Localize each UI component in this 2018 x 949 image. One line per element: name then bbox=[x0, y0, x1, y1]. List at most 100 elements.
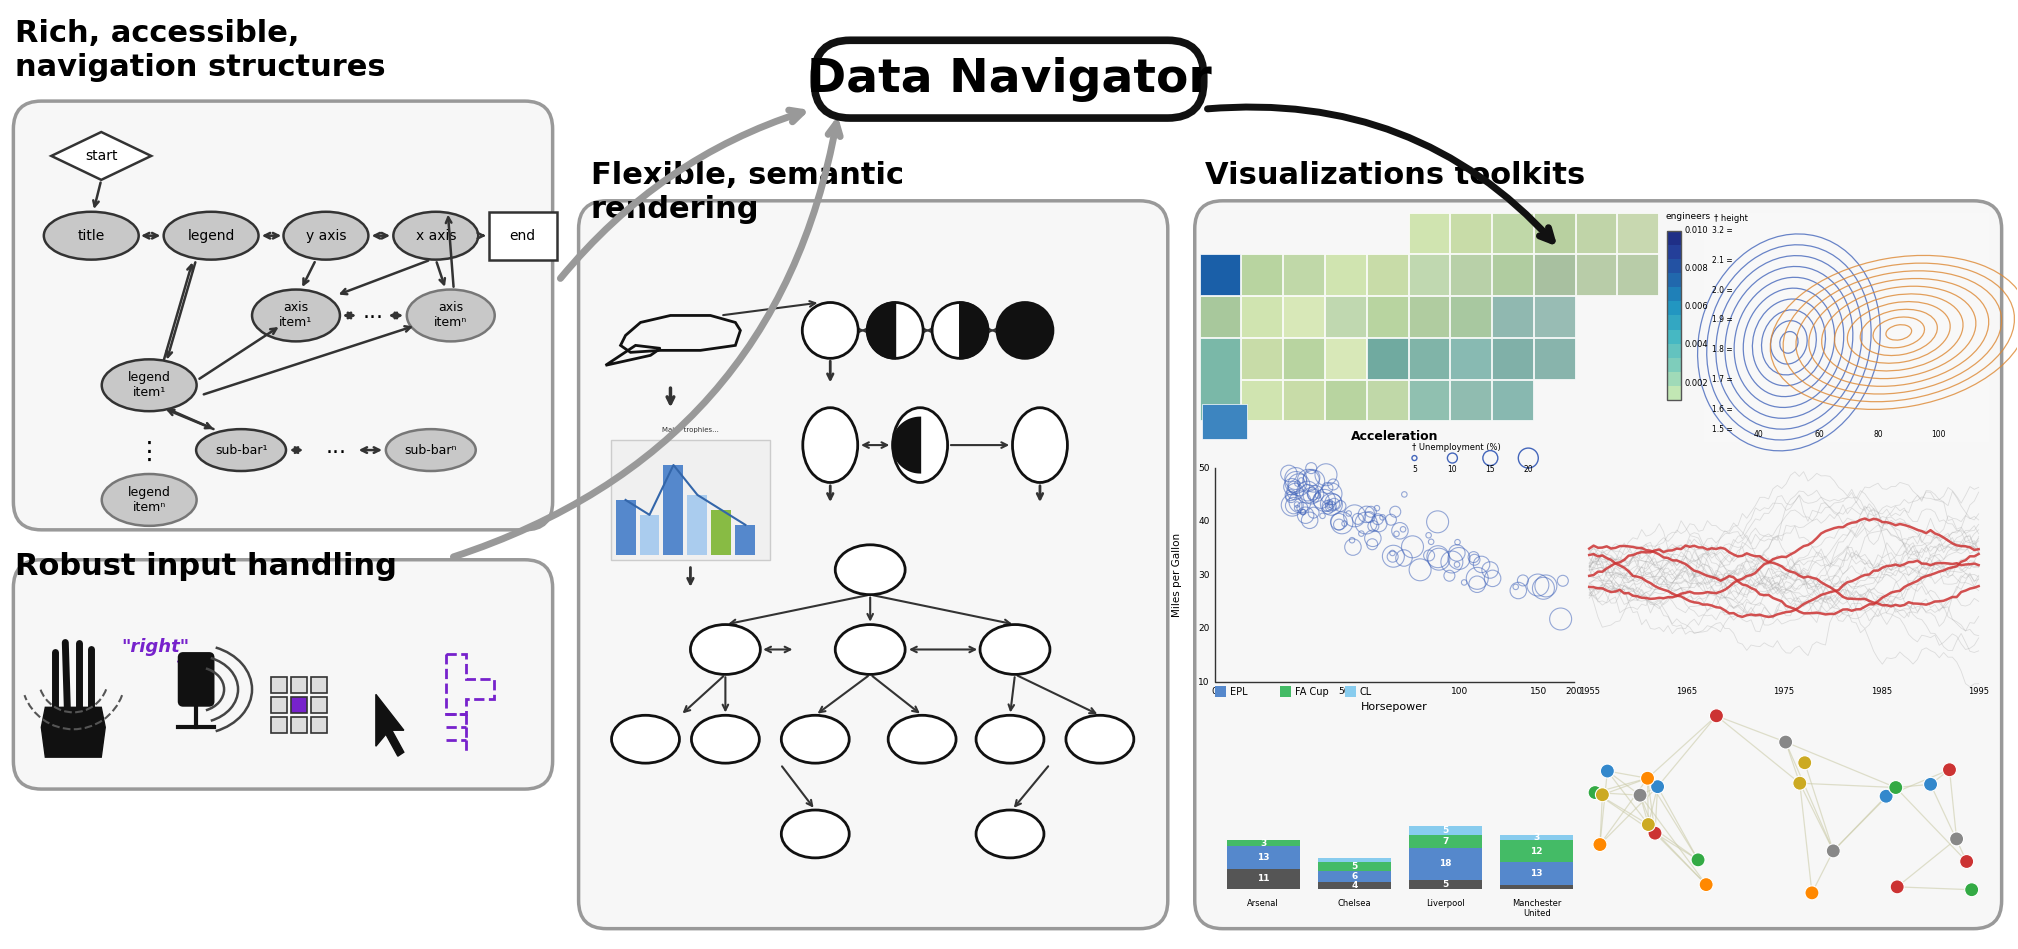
Bar bbox=[1667, 302, 1681, 315]
Text: 200: 200 bbox=[1566, 687, 1582, 697]
Text: 5: 5 bbox=[1443, 826, 1449, 835]
Text: Chelsea: Chelsea bbox=[1338, 899, 1370, 908]
Bar bbox=[664, 465, 684, 555]
Bar bbox=[270, 698, 287, 714]
Text: 2.1 =: 2.1 = bbox=[1711, 255, 1733, 265]
Text: 1965: 1965 bbox=[1677, 687, 1697, 697]
Ellipse shape bbox=[252, 289, 339, 342]
Text: † Unemployment (%): † Unemployment (%) bbox=[1413, 443, 1501, 452]
Ellipse shape bbox=[385, 429, 476, 471]
Ellipse shape bbox=[781, 810, 850, 858]
Bar bbox=[1318, 871, 1390, 882]
Ellipse shape bbox=[803, 408, 858, 482]
Polygon shape bbox=[375, 695, 404, 756]
Bar bbox=[1576, 254, 1616, 295]
Circle shape bbox=[1596, 788, 1610, 802]
Circle shape bbox=[1709, 709, 1723, 723]
Bar bbox=[1318, 858, 1390, 862]
Ellipse shape bbox=[1066, 716, 1134, 763]
Ellipse shape bbox=[835, 624, 906, 675]
Circle shape bbox=[1966, 883, 1980, 897]
Polygon shape bbox=[892, 418, 920, 473]
Circle shape bbox=[1798, 755, 1812, 770]
Ellipse shape bbox=[892, 408, 948, 482]
Bar bbox=[611, 440, 771, 560]
Circle shape bbox=[1778, 735, 1792, 749]
Circle shape bbox=[1641, 817, 1655, 831]
Text: Major trophies...: Major trophies... bbox=[662, 427, 718, 433]
Text: 12: 12 bbox=[1530, 847, 1544, 856]
Bar bbox=[291, 698, 307, 714]
Bar bbox=[1366, 338, 1407, 379]
Text: axis
item¹: axis item¹ bbox=[278, 302, 313, 329]
Bar bbox=[270, 717, 287, 734]
Bar bbox=[1491, 338, 1534, 379]
Text: 20: 20 bbox=[1524, 465, 1534, 474]
Text: ⋮: ⋮ bbox=[137, 440, 161, 464]
Ellipse shape bbox=[196, 429, 287, 471]
Text: sub-barⁿ: sub-barⁿ bbox=[404, 443, 456, 456]
Text: 0.002: 0.002 bbox=[1685, 379, 1707, 388]
Bar bbox=[1667, 259, 1681, 273]
Bar bbox=[1409, 338, 1449, 379]
Text: 3: 3 bbox=[1259, 839, 1267, 847]
Ellipse shape bbox=[835, 545, 906, 595]
Text: 3: 3 bbox=[1534, 833, 1540, 842]
Circle shape bbox=[1699, 878, 1713, 891]
Bar bbox=[1409, 296, 1449, 337]
Bar bbox=[488, 212, 557, 260]
Text: 13: 13 bbox=[1257, 853, 1269, 862]
Circle shape bbox=[1826, 844, 1840, 858]
Bar bbox=[1201, 296, 1241, 337]
Text: 7: 7 bbox=[1443, 837, 1449, 846]
Bar bbox=[1667, 231, 1681, 245]
Text: start: start bbox=[85, 149, 117, 163]
Bar bbox=[1344, 686, 1356, 698]
Bar bbox=[1241, 254, 1281, 295]
Text: 10: 10 bbox=[1447, 465, 1457, 474]
Ellipse shape bbox=[690, 624, 761, 675]
Bar bbox=[1326, 338, 1366, 379]
Circle shape bbox=[1792, 776, 1806, 791]
FancyBboxPatch shape bbox=[14, 560, 553, 789]
Circle shape bbox=[1959, 854, 1974, 868]
Bar bbox=[1451, 254, 1491, 295]
Circle shape bbox=[1889, 780, 1903, 794]
FancyBboxPatch shape bbox=[180, 654, 214, 705]
Bar bbox=[1491, 380, 1534, 420]
Circle shape bbox=[997, 303, 1053, 359]
Ellipse shape bbox=[977, 810, 1043, 858]
Bar bbox=[1409, 847, 1481, 880]
Text: 11: 11 bbox=[1257, 874, 1269, 884]
Bar bbox=[1491, 213, 1534, 253]
Circle shape bbox=[868, 303, 922, 359]
Bar bbox=[1241, 380, 1281, 420]
Bar bbox=[1241, 338, 1281, 379]
Bar bbox=[1326, 254, 1366, 295]
Bar bbox=[1534, 254, 1574, 295]
FancyBboxPatch shape bbox=[14, 102, 553, 530]
Bar bbox=[270, 678, 287, 694]
Bar bbox=[1227, 840, 1300, 846]
Circle shape bbox=[1923, 777, 1937, 791]
Bar bbox=[1534, 296, 1574, 337]
Bar bbox=[1215, 686, 1225, 698]
Ellipse shape bbox=[981, 624, 1049, 675]
Bar bbox=[1366, 296, 1407, 337]
FancyBboxPatch shape bbox=[815, 40, 1203, 118]
Bar bbox=[1667, 288, 1681, 302]
Bar bbox=[291, 678, 307, 694]
Bar bbox=[1667, 358, 1681, 372]
Text: Data Navigator: Data Navigator bbox=[807, 57, 1211, 102]
Bar bbox=[1667, 329, 1681, 344]
Ellipse shape bbox=[1013, 408, 1068, 482]
Text: "right": "right" bbox=[121, 639, 190, 657]
Text: 4: 4 bbox=[1352, 881, 1358, 890]
Bar bbox=[1409, 213, 1449, 253]
Bar bbox=[311, 678, 327, 694]
Bar bbox=[640, 515, 660, 555]
Text: 1.6 =: 1.6 = bbox=[1711, 405, 1733, 414]
Text: 1.8 =: 1.8 = bbox=[1711, 345, 1733, 354]
Text: ···: ··· bbox=[325, 443, 347, 463]
Bar bbox=[1703, 213, 1988, 442]
